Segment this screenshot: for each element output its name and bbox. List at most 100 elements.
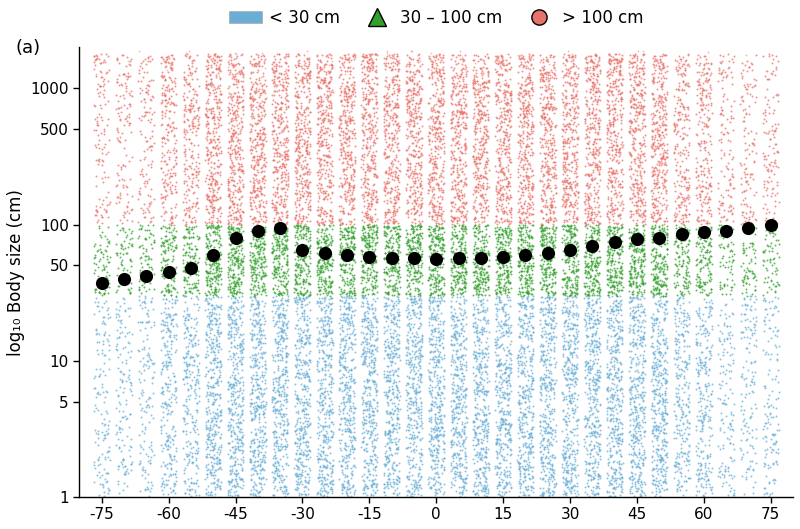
Point — [563, 303, 576, 312]
Point — [422, 189, 434, 197]
Point — [140, 360, 153, 369]
Point — [469, 160, 482, 169]
Point — [673, 79, 686, 87]
Point — [259, 197, 272, 205]
Point — [345, 223, 358, 231]
Point — [610, 169, 623, 177]
Point — [569, 288, 582, 297]
Point — [299, 176, 312, 184]
Point — [521, 113, 534, 121]
Point — [526, 117, 538, 126]
Point — [500, 66, 513, 75]
Point — [492, 283, 505, 291]
Point — [760, 278, 773, 286]
Point — [502, 222, 514, 230]
Point — [267, 226, 280, 235]
Point — [676, 69, 689, 78]
Point — [423, 291, 436, 299]
Point — [425, 70, 438, 79]
Point — [724, 146, 737, 154]
Point — [303, 249, 316, 257]
Point — [229, 360, 242, 369]
Point — [634, 92, 647, 101]
Point — [252, 268, 265, 277]
Point — [166, 406, 178, 415]
Point — [155, 479, 168, 487]
Point — [566, 103, 578, 112]
Point — [311, 83, 324, 92]
Point — [96, 196, 109, 204]
Point — [740, 264, 753, 272]
Point — [204, 281, 217, 290]
Point — [624, 86, 637, 95]
Point — [380, 305, 393, 313]
Point — [634, 64, 646, 72]
Point — [611, 58, 624, 67]
Point — [102, 425, 114, 433]
Point — [314, 297, 326, 306]
Point — [258, 408, 271, 417]
Point — [489, 438, 502, 446]
Point — [630, 221, 642, 229]
Point — [446, 384, 458, 392]
Point — [454, 196, 466, 205]
Point — [535, 112, 548, 121]
Point — [695, 474, 708, 482]
Point — [453, 220, 466, 229]
Point — [571, 344, 584, 352]
Point — [146, 389, 159, 397]
Point — [429, 315, 442, 323]
Point — [248, 322, 261, 330]
Point — [382, 92, 395, 100]
Point — [426, 400, 438, 408]
Point — [248, 224, 261, 233]
Point — [565, 473, 578, 481]
Point — [226, 298, 239, 306]
Point — [750, 295, 762, 303]
Point — [323, 273, 336, 281]
Point — [428, 53, 441, 61]
Point — [699, 120, 712, 128]
Point — [270, 406, 283, 414]
Point — [701, 261, 714, 269]
Point — [498, 346, 510, 354]
Point — [233, 226, 246, 235]
Point — [294, 426, 307, 434]
Point — [337, 277, 350, 285]
Point — [473, 127, 486, 135]
Point — [514, 219, 527, 227]
Point — [571, 199, 584, 207]
Point — [389, 65, 402, 73]
Point — [312, 327, 325, 335]
Point — [636, 317, 649, 326]
Point — [558, 416, 571, 425]
Point — [476, 265, 489, 273]
Point — [545, 51, 558, 59]
Point — [494, 288, 506, 297]
Point — [294, 110, 306, 118]
Point — [296, 205, 309, 213]
Point — [424, 106, 437, 114]
Point — [337, 256, 350, 264]
Point — [718, 89, 730, 98]
Point — [267, 52, 280, 60]
Point — [638, 427, 650, 436]
Point — [680, 184, 693, 192]
Point — [716, 340, 729, 349]
Point — [91, 302, 104, 310]
Point — [472, 264, 485, 273]
Point — [210, 480, 223, 488]
Point — [359, 234, 372, 243]
Point — [393, 86, 406, 94]
Point — [482, 134, 494, 142]
Point — [661, 224, 674, 233]
Point — [518, 466, 531, 474]
Point — [636, 199, 649, 208]
Point — [311, 217, 324, 226]
Point — [683, 359, 696, 367]
Point — [278, 58, 291, 67]
Point — [207, 303, 220, 312]
Point — [273, 388, 286, 396]
Point — [267, 262, 280, 270]
Point — [458, 272, 470, 280]
